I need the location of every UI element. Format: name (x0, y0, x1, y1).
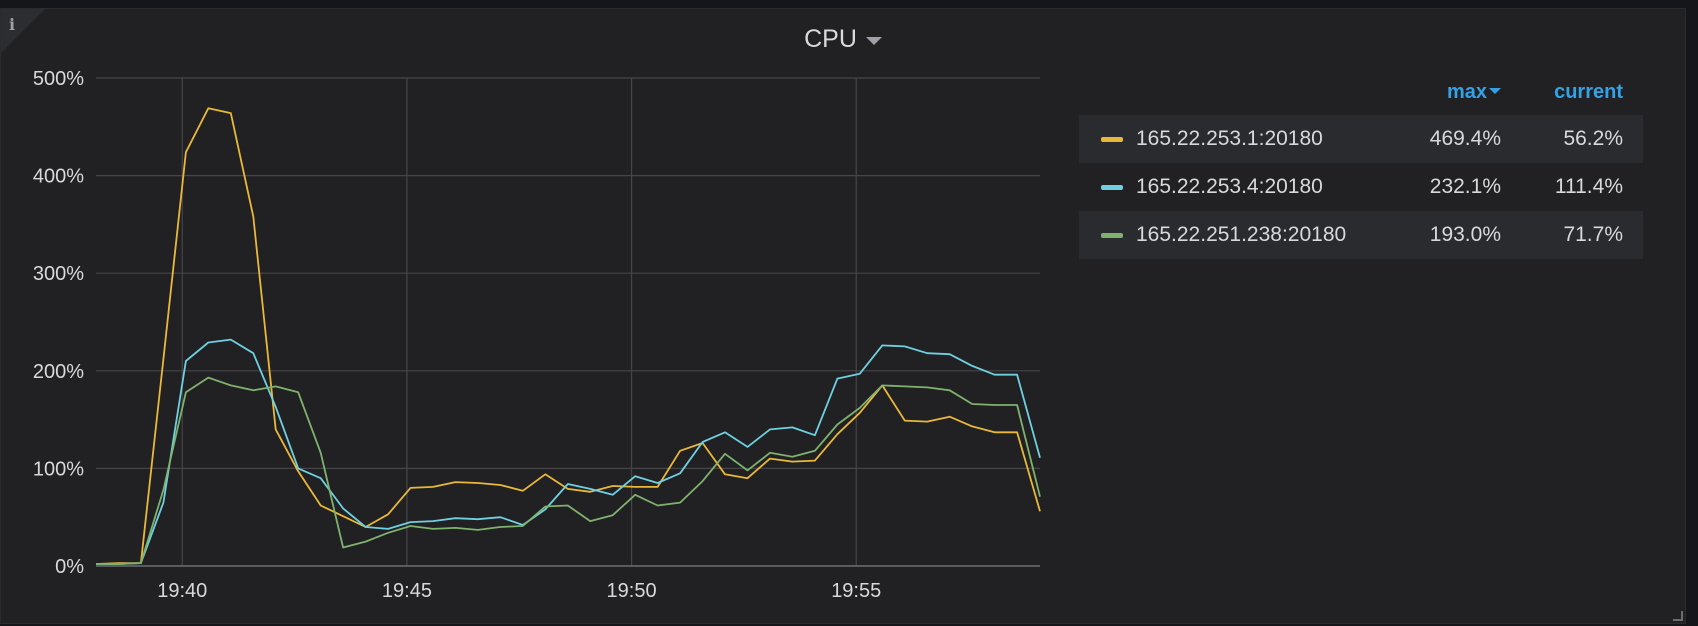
legend-current-value: 111.4% (1554, 175, 1623, 198)
series-color-swatch[interactable] (1101, 137, 1123, 142)
legend-max-value: 193.0% (1429, 223, 1501, 246)
legend-series-name[interactable]: 165.22.251.238:20180 (1136, 223, 1347, 246)
resize-handle-icon[interactable] (1673, 611, 1683, 621)
cpu-panel: i CPU max current 165.22.253.1:20180 469… (0, 8, 1686, 624)
series-line-165-22-253-1-20180 (95, 107, 1041, 565)
info-icon[interactable]: i (9, 15, 16, 34)
legend-series-name[interactable]: 165.22.253.4:20180 (1136, 175, 1323, 198)
legend-current-value: 56.2% (1563, 127, 1623, 150)
x-tick-label: 19:40 (157, 580, 207, 602)
chevron-down-icon[interactable] (865, 36, 882, 45)
series-color-swatch[interactable] (1101, 233, 1123, 238)
series-color-swatch[interactable] (1101, 185, 1123, 190)
panel-title[interactable]: CPU (804, 25, 857, 53)
info-corner[interactable] (1, 9, 45, 53)
y-tick-label: 200% (33, 361, 84, 383)
legend-current-value: 71.7% (1563, 223, 1623, 246)
x-tick-label: 19:45 (382, 580, 432, 602)
legend-row[interactable]: 165.22.253.4:20180 232.1% 111.4% (1079, 163, 1643, 211)
series-line-165-22-251-238-20180 (96, 376, 1041, 565)
legend-header-current[interactable]: current (1554, 81, 1623, 103)
y-tick-label: 500% (33, 68, 84, 90)
y-tick-label: 100% (33, 458, 84, 480)
legend-header: max current (1079, 75, 1643, 115)
sort-desc-icon (1489, 87, 1501, 94)
y-tick-label: 0% (55, 556, 84, 578)
y-tick-label: 400% (33, 166, 84, 188)
legend-max-value: 469.4% (1429, 127, 1501, 150)
legend-row[interactable]: 165.22.253.1:20180 469.4% 56.2% (1079, 115, 1643, 163)
x-tick-label: 19:50 (607, 580, 657, 602)
panel-header: CPU (1, 25, 1685, 54)
legend-max-value: 232.1% (1429, 175, 1501, 198)
legend-row[interactable]: 165.22.251.238:20180 193.0% 71.7% (1079, 211, 1643, 259)
x-tick-label: 19:55 (831, 580, 881, 602)
legend: max current 165.22.253.1:20180 469.4% 56… (1079, 75, 1643, 259)
y-tick-label: 300% (33, 263, 84, 285)
legend-series-name[interactable]: 165.22.253.1:20180 (1136, 127, 1323, 150)
series-line-165-22-253-4-20180 (96, 338, 1041, 565)
legend-header-max[interactable]: max (1447, 81, 1501, 104)
